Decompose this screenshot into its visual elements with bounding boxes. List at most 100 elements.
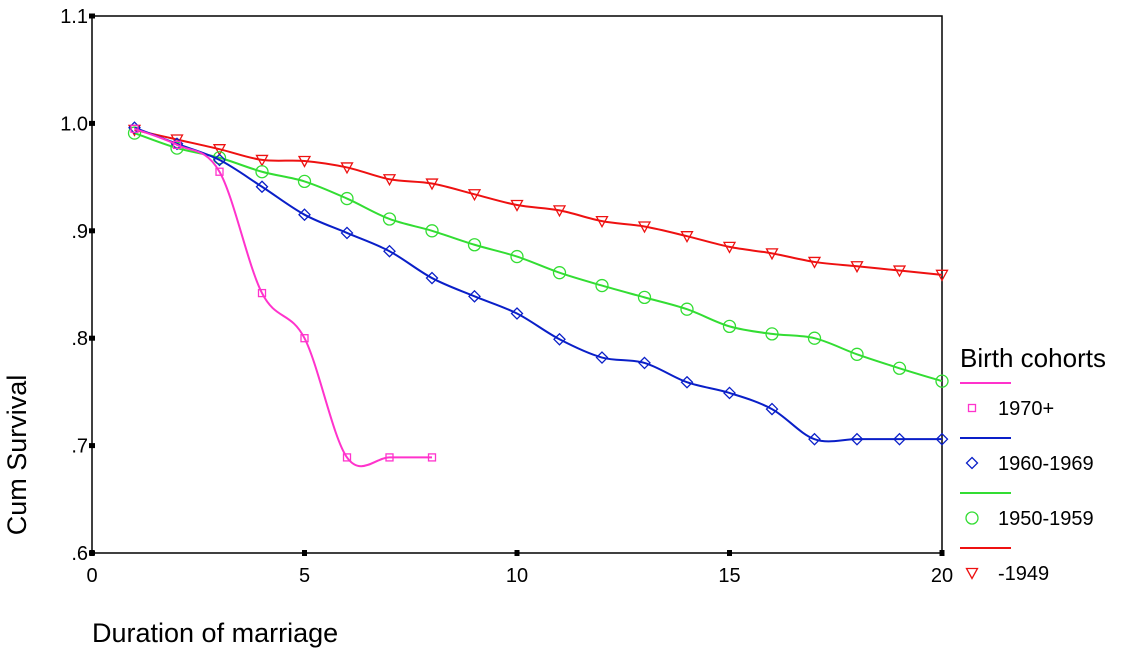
data-point (552, 266, 567, 280)
data-point (637, 290, 652, 305)
x-tick-mark (939, 550, 945, 556)
y-tick-mark (89, 443, 95, 449)
x-tick-mark (302, 550, 307, 556)
data-point (892, 361, 907, 375)
x-tick-mark (514, 550, 520, 556)
data-point (595, 278, 609, 293)
data-point (257, 288, 267, 298)
data-point (680, 375, 694, 389)
series-1949 (127, 124, 949, 282)
y-tick-label: .6 (71, 543, 88, 565)
data-point (595, 351, 609, 364)
data-point (213, 153, 226, 167)
y-tick-label: 1.1 (60, 6, 88, 28)
data-point (383, 244, 396, 258)
legend-label: 1950-1959 (998, 508, 1094, 530)
series-line (134, 126, 942, 443)
data-point (468, 289, 481, 303)
data-point (595, 215, 609, 228)
data-point (510, 249, 524, 264)
x-tick-mark (727, 550, 732, 556)
data-point (935, 374, 949, 388)
data-point (765, 248, 779, 261)
data-point (765, 402, 779, 416)
data-point (850, 261, 864, 274)
data-point (467, 238, 482, 252)
data-point (340, 162, 354, 175)
y-tick-label: 1.0 (60, 113, 88, 135)
x-axis-title: Duration of marriage (92, 618, 338, 648)
data-point (255, 154, 269, 167)
y-tick-mark (89, 120, 95, 126)
data-point (130, 124, 139, 133)
x-tick-label: 0 (86, 565, 97, 587)
plot-frame (91, 15, 943, 554)
data-point (425, 271, 439, 285)
data-point (425, 178, 439, 191)
data-point (300, 334, 309, 343)
data-point (382, 212, 397, 226)
legend-title: Birth cohorts (960, 343, 1106, 373)
legend-label: 1960-1969 (998, 453, 1094, 475)
data-point (892, 265, 907, 278)
legend-marker (967, 403, 977, 413)
data-point (255, 165, 269, 179)
series-19501959 (127, 126, 949, 388)
data-point (425, 224, 439, 238)
data-point (297, 174, 312, 189)
y-tick-mark (89, 228, 95, 234)
data-point (510, 199, 524, 212)
data-point (297, 155, 312, 168)
data-point (427, 453, 437, 462)
series-line (134, 132, 943, 383)
legend-label: -1949 (998, 563, 1049, 585)
data-point (342, 453, 352, 462)
y-tick-mark (89, 335, 95, 341)
data-point (722, 319, 737, 334)
data-point (552, 205, 567, 218)
data-point (935, 432, 949, 446)
data-point (215, 167, 224, 176)
data-point (893, 432, 906, 446)
data-point (298, 208, 311, 222)
y-tick-label: .7 (71, 436, 88, 458)
legend-label: 1970+ (998, 398, 1054, 420)
data-point (680, 302, 694, 316)
series-19601969 (128, 121, 949, 446)
x-tick-mark (89, 550, 95, 556)
x-tick-label: 20 (931, 565, 953, 587)
data-point (935, 269, 949, 282)
legend-marker (965, 567, 979, 580)
legend-marker (965, 456, 979, 470)
legend-marker (965, 511, 979, 525)
data-point (680, 231, 694, 244)
data-point (127, 126, 142, 140)
data-point (255, 180, 269, 194)
y-tick-label: .9 (71, 221, 88, 243)
data-point (850, 432, 864, 446)
y-tick-label: .8 (71, 328, 88, 350)
data-point (807, 331, 822, 345)
data-point (553, 332, 566, 346)
data-point (638, 356, 651, 370)
data-point (170, 134, 184, 147)
y-tick-mark (89, 13, 95, 19)
data-point (340, 191, 354, 206)
data-point (382, 174, 397, 187)
data-point (850, 347, 864, 361)
data-point (722, 241, 737, 254)
data-point (637, 221, 652, 234)
data-point (723, 386, 736, 400)
x-tick-label: 5 (299, 565, 310, 587)
series-1970 (130, 124, 437, 468)
series-line (134, 127, 432, 468)
x-tick-label: 15 (718, 565, 740, 587)
data-point (172, 140, 182, 150)
data-point (212, 144, 227, 157)
data-point (808, 432, 821, 446)
data-point (807, 256, 822, 269)
series-line (134, 128, 943, 276)
data-point (765, 327, 779, 341)
data-point (340, 226, 354, 240)
